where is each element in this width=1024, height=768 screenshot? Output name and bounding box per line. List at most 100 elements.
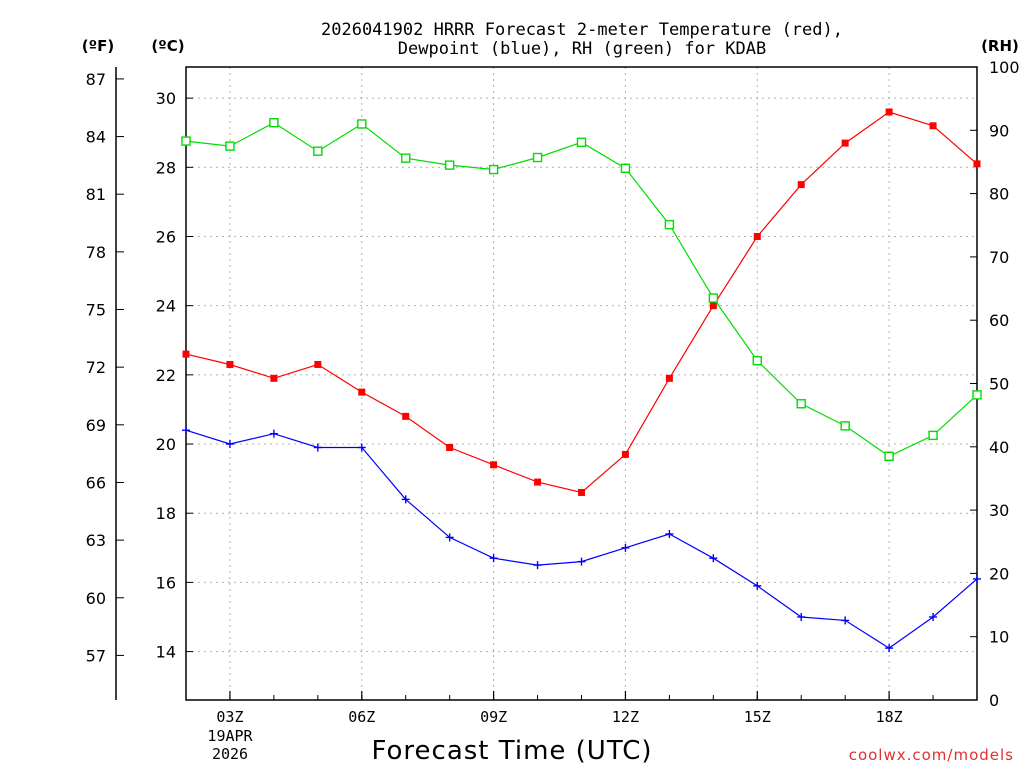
fahrenheit-tick-label: 78 xyxy=(86,243,106,262)
rh-line xyxy=(185,122,978,457)
rh-tick-label: 100 xyxy=(989,58,1020,77)
temperature-point xyxy=(182,350,190,358)
temperature-point xyxy=(534,478,542,486)
celsius-unit-label: (ºC) xyxy=(151,37,184,55)
temperature-point xyxy=(270,374,278,382)
series-layer xyxy=(181,108,982,653)
fahrenheit-tick-label: 63 xyxy=(86,531,106,550)
date-label-day: 19APR xyxy=(207,727,253,745)
dewpoint-point xyxy=(621,543,630,552)
fahrenheit-tick-label: 81 xyxy=(86,185,106,204)
x-tick-label: 15Z xyxy=(744,708,771,726)
dewpoint-point xyxy=(665,529,674,538)
rh-point xyxy=(181,136,191,146)
fahrenheit-tick-label: 75 xyxy=(86,301,106,320)
dewpoint-point xyxy=(929,612,938,621)
temperature-point xyxy=(314,360,322,368)
rh-point xyxy=(401,153,411,163)
temperature-point xyxy=(621,450,629,458)
rh-point xyxy=(796,399,806,409)
x-tick-label: 09Z xyxy=(480,708,507,726)
dewpoint-point xyxy=(797,612,806,621)
temperature-point xyxy=(665,374,673,382)
dewpoint-point xyxy=(577,557,586,566)
chart-title-line2: Dewpoint (blue), RH (green) for KDAB xyxy=(398,39,766,59)
temperature-point xyxy=(358,388,366,396)
rh-point xyxy=(884,451,894,461)
celsius-tick-label: 20 xyxy=(156,435,176,454)
watermark[interactable]: coolwx.com/models xyxy=(849,746,1014,764)
rh-tick-label: 50 xyxy=(989,375,1009,394)
dewpoint-point xyxy=(225,440,234,449)
dewpoint-point xyxy=(182,426,190,435)
temperature-point xyxy=(490,461,498,469)
rh-point xyxy=(664,219,675,230)
fahrenheit-tick-label: 60 xyxy=(86,589,106,608)
dewpoint-point xyxy=(533,561,542,570)
fahrenheit-tick-label: 69 xyxy=(86,416,106,435)
temperature-point xyxy=(929,122,937,130)
date-label-year: 2026 xyxy=(212,745,248,763)
fahrenheit-tick-label: 87 xyxy=(86,70,106,89)
series-rh xyxy=(181,118,982,461)
x-axis: 03Z 06Z 09Z 12Z 15Z 18Z xyxy=(185,691,978,726)
rh-point xyxy=(620,163,631,173)
dewpoint-point xyxy=(973,574,981,583)
dewpoint-point xyxy=(841,616,850,625)
x-tick-label: 12Z xyxy=(612,708,639,726)
rh-tick-label: 60 xyxy=(989,311,1009,330)
celsius-tick-label: 28 xyxy=(156,158,176,177)
fahrenheit-tick-label: 66 xyxy=(86,473,106,492)
chart-title-line1: 2026041902 HRRR Forecast 2-meter Tempera… xyxy=(321,20,843,40)
rh-point xyxy=(532,152,543,163)
celsius-tick-label: 18 xyxy=(156,504,176,523)
x-tick-label: 06Z xyxy=(348,708,375,726)
dewpoint-point xyxy=(313,443,322,452)
rh-tick-label: 90 xyxy=(989,121,1009,140)
fahrenheit-tick-label: 72 xyxy=(86,358,106,377)
rh-point xyxy=(225,141,235,151)
rh-point xyxy=(313,146,323,156)
temperature-point xyxy=(885,108,893,116)
rh-tick-label: 70 xyxy=(989,248,1009,267)
celsius-axis: 14 16 18 20 22 24 26 28 30 xyxy=(156,89,193,662)
temperature-point xyxy=(841,139,849,147)
dewpoint-point xyxy=(489,554,498,563)
dewpoint-point xyxy=(401,495,410,504)
fahrenheit-unit-label: (ºF) xyxy=(82,37,114,55)
plot-area-frame xyxy=(185,66,978,701)
rh-tick-label: 80 xyxy=(989,185,1009,204)
dewpoint-point xyxy=(885,644,894,653)
rh-point xyxy=(708,293,719,303)
celsius-tick-label: 24 xyxy=(156,297,176,316)
rh-tick-label: 10 xyxy=(989,628,1009,647)
temperature-point xyxy=(578,488,585,496)
temperature-point xyxy=(709,302,717,310)
rh-point xyxy=(928,430,938,441)
temperature-point xyxy=(753,232,761,240)
dewpoint-point xyxy=(753,581,762,590)
rh-unit-label: (RH) xyxy=(981,37,1019,55)
fahrenheit-tick-label: 57 xyxy=(86,646,106,665)
rh-tick-label: 30 xyxy=(989,501,1009,520)
rh-point xyxy=(444,160,455,170)
rh-point xyxy=(576,137,587,148)
fahrenheit-axis: 57 60 63 66 69 72 75 78 81 84 87 xyxy=(86,70,124,665)
dewpoint-line xyxy=(185,429,978,649)
celsius-tick-label: 30 xyxy=(156,89,176,108)
temperature-point xyxy=(973,160,981,168)
celsius-tick-label: 14 xyxy=(156,643,176,662)
x-axis-title: Forecast Time (UTC) xyxy=(371,736,652,766)
dewpoint-point xyxy=(445,533,454,542)
rh-point xyxy=(488,164,499,175)
series-dewpoint xyxy=(182,426,981,653)
rh-point xyxy=(840,421,850,431)
rh-point xyxy=(752,356,762,366)
dewpoint-point xyxy=(269,429,278,438)
celsius-tick-label: 22 xyxy=(156,366,176,385)
series-temperature xyxy=(182,108,981,496)
celsius-tick-label: 16 xyxy=(156,573,176,592)
rh-tick-label: 0 xyxy=(989,691,999,710)
temperature-point xyxy=(226,360,234,368)
